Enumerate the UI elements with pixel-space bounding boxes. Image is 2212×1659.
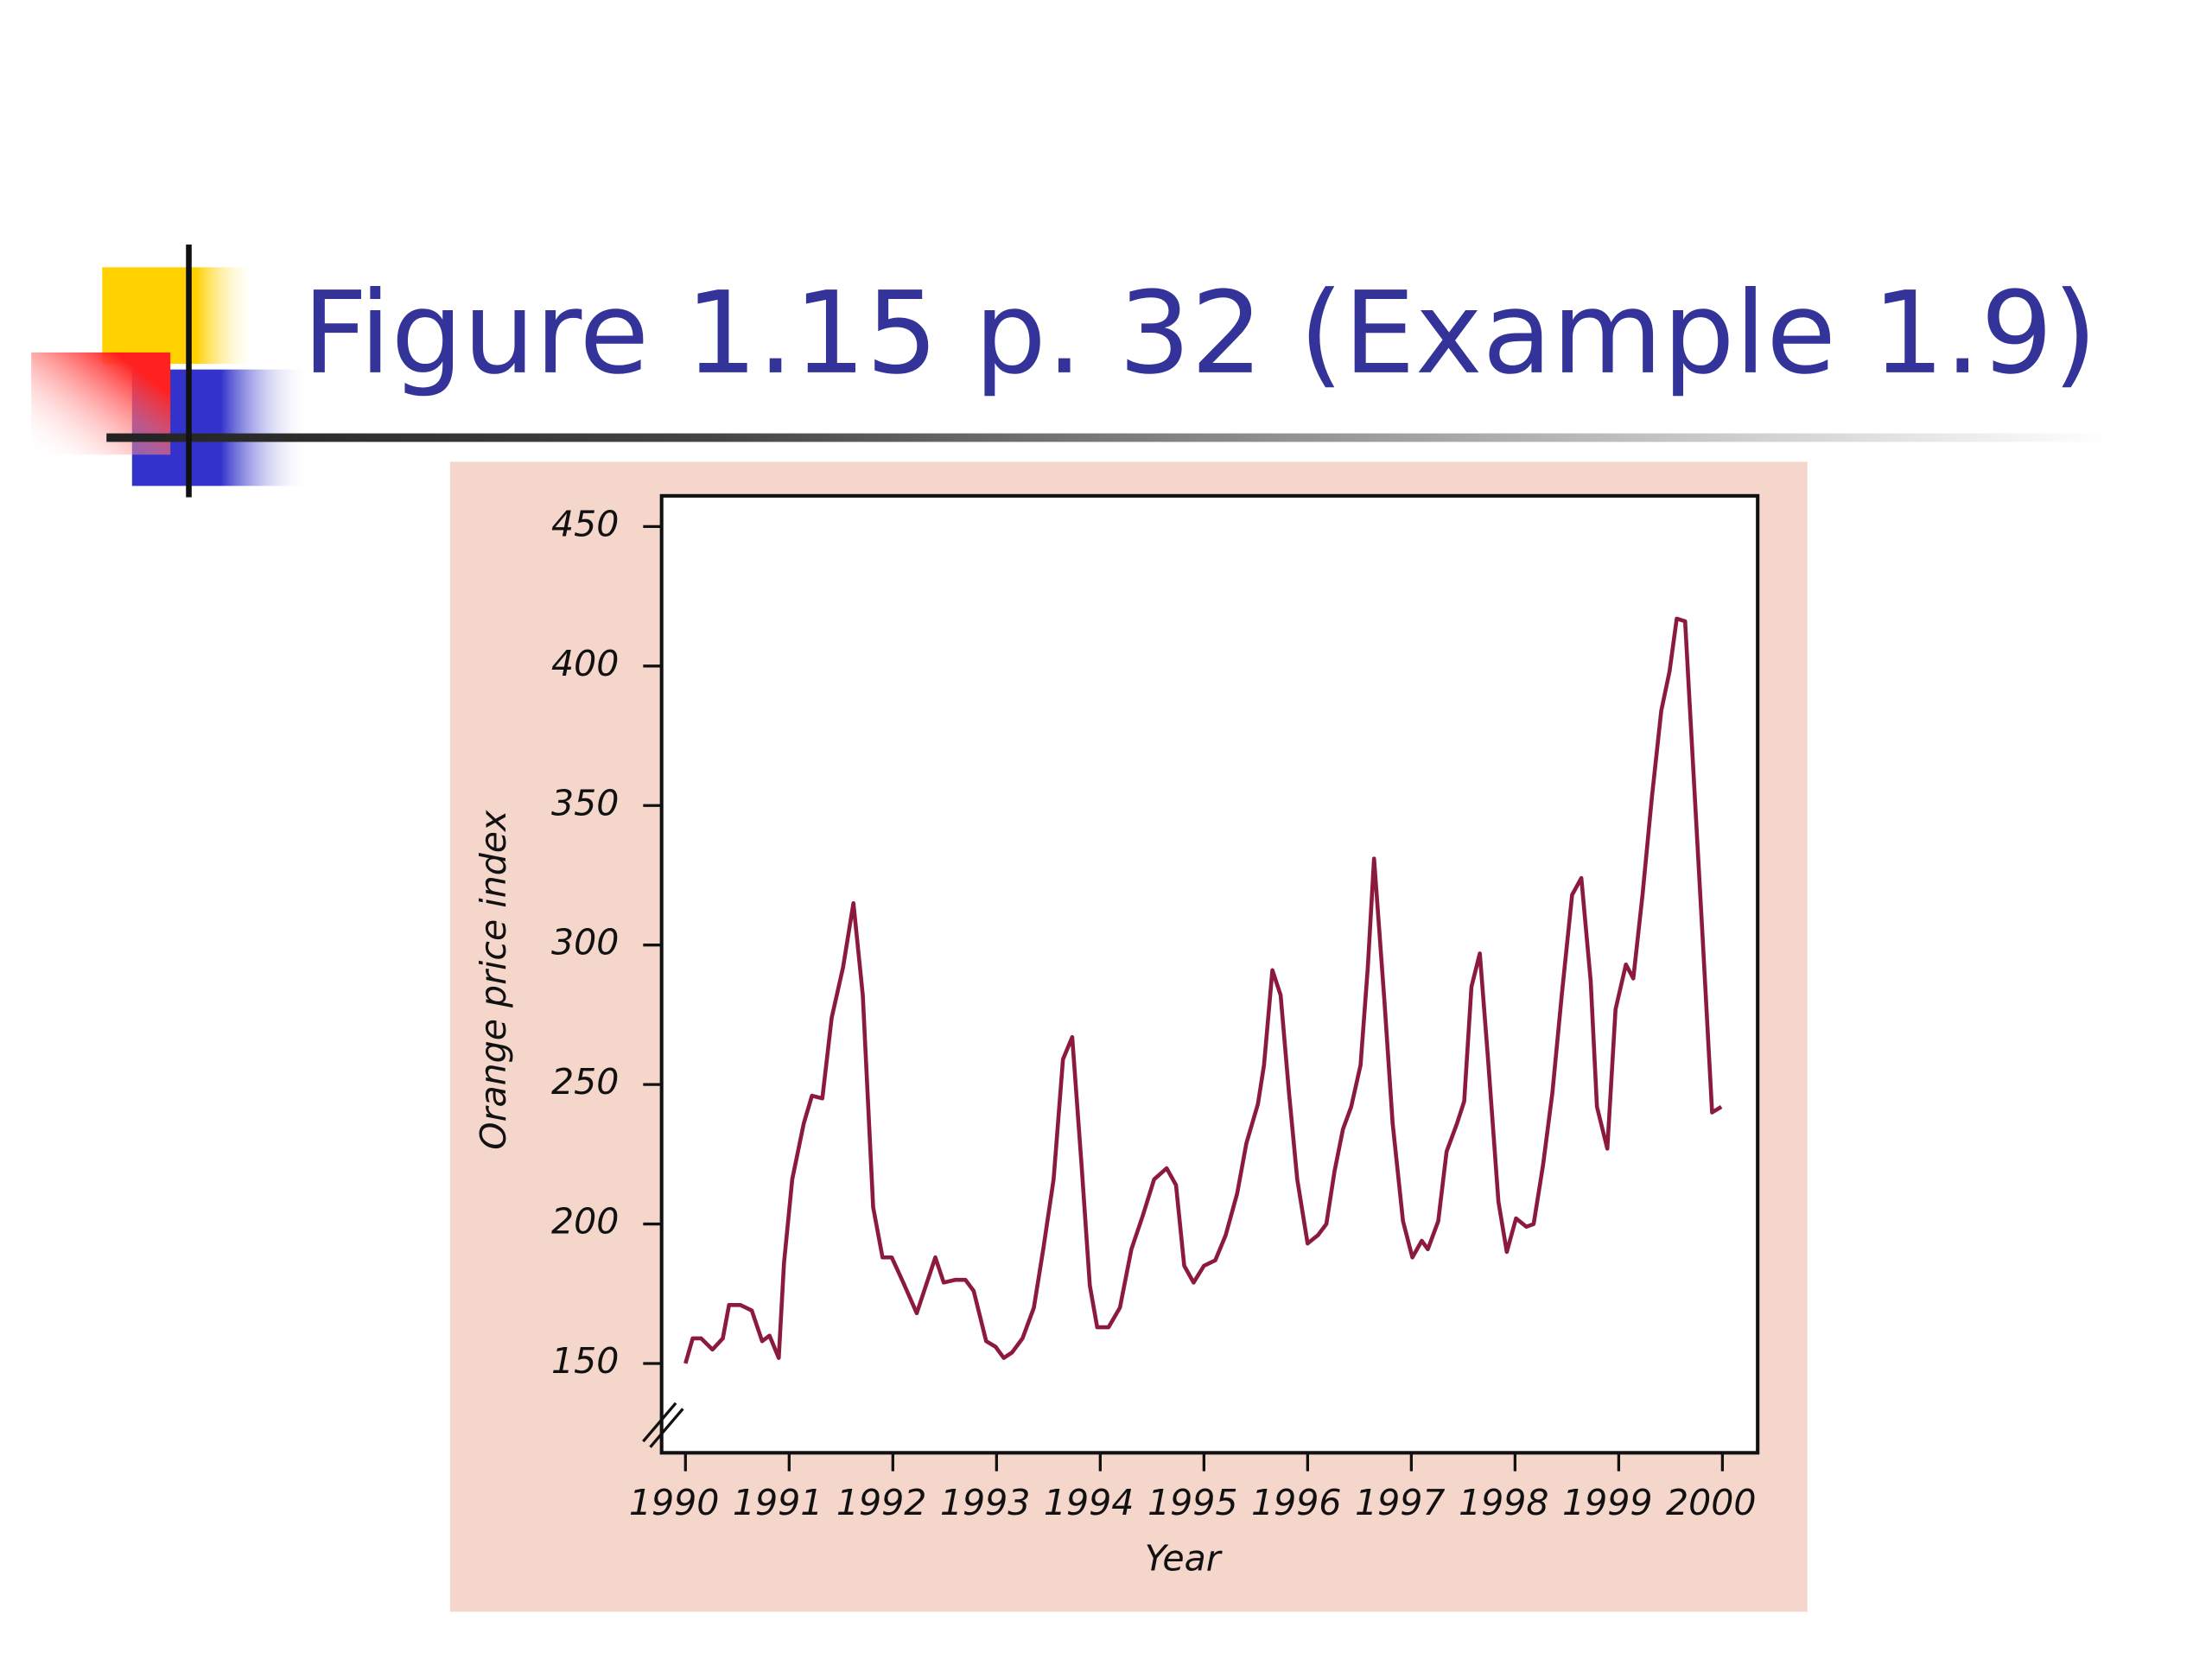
deco-vline	[186, 245, 192, 498]
axis-break	[642, 1402, 677, 1443]
x-tick-label: 1992	[836, 1482, 927, 1523]
y-tick-label: 300	[551, 922, 619, 963]
x-tick-label: 1996	[1251, 1482, 1342, 1523]
x-tick-label: 2000	[1666, 1482, 1757, 1523]
x-tick-label: 1994	[1044, 1482, 1135, 1523]
y-axis-label: Orange price index	[473, 810, 514, 1150]
x-tick-label: 1998	[1459, 1482, 1549, 1523]
x-tick-label: 1995	[1147, 1482, 1238, 1523]
y-tick-label: 450	[551, 503, 619, 544]
y-tick-label: 200	[551, 1201, 619, 1243]
x-tick-label: 1993	[940, 1482, 1031, 1523]
x-tick-label: 1999	[1562, 1482, 1653, 1523]
axis-break	[649, 1408, 684, 1448]
x-tick-label: 1991	[733, 1482, 823, 1523]
title-rule	[106, 433, 2109, 442]
y-tick-label: 250	[551, 1061, 619, 1103]
deco-yellow	[102, 267, 259, 365]
x-tick-label: 1997	[1355, 1482, 1446, 1523]
y-tick-label: 400	[551, 643, 619, 684]
x-axis-label: Year	[1145, 1538, 1223, 1580]
y-tick-label: 150	[551, 1340, 619, 1382]
x-tick-label: 1990	[629, 1482, 720, 1523]
slide-title: Figure 1.15 p. 32 (Example 1.9)	[302, 268, 2097, 400]
price-line	[683, 616, 1723, 1364]
plot-area	[659, 493, 1760, 1455]
y-tick-label: 350	[551, 782, 619, 823]
